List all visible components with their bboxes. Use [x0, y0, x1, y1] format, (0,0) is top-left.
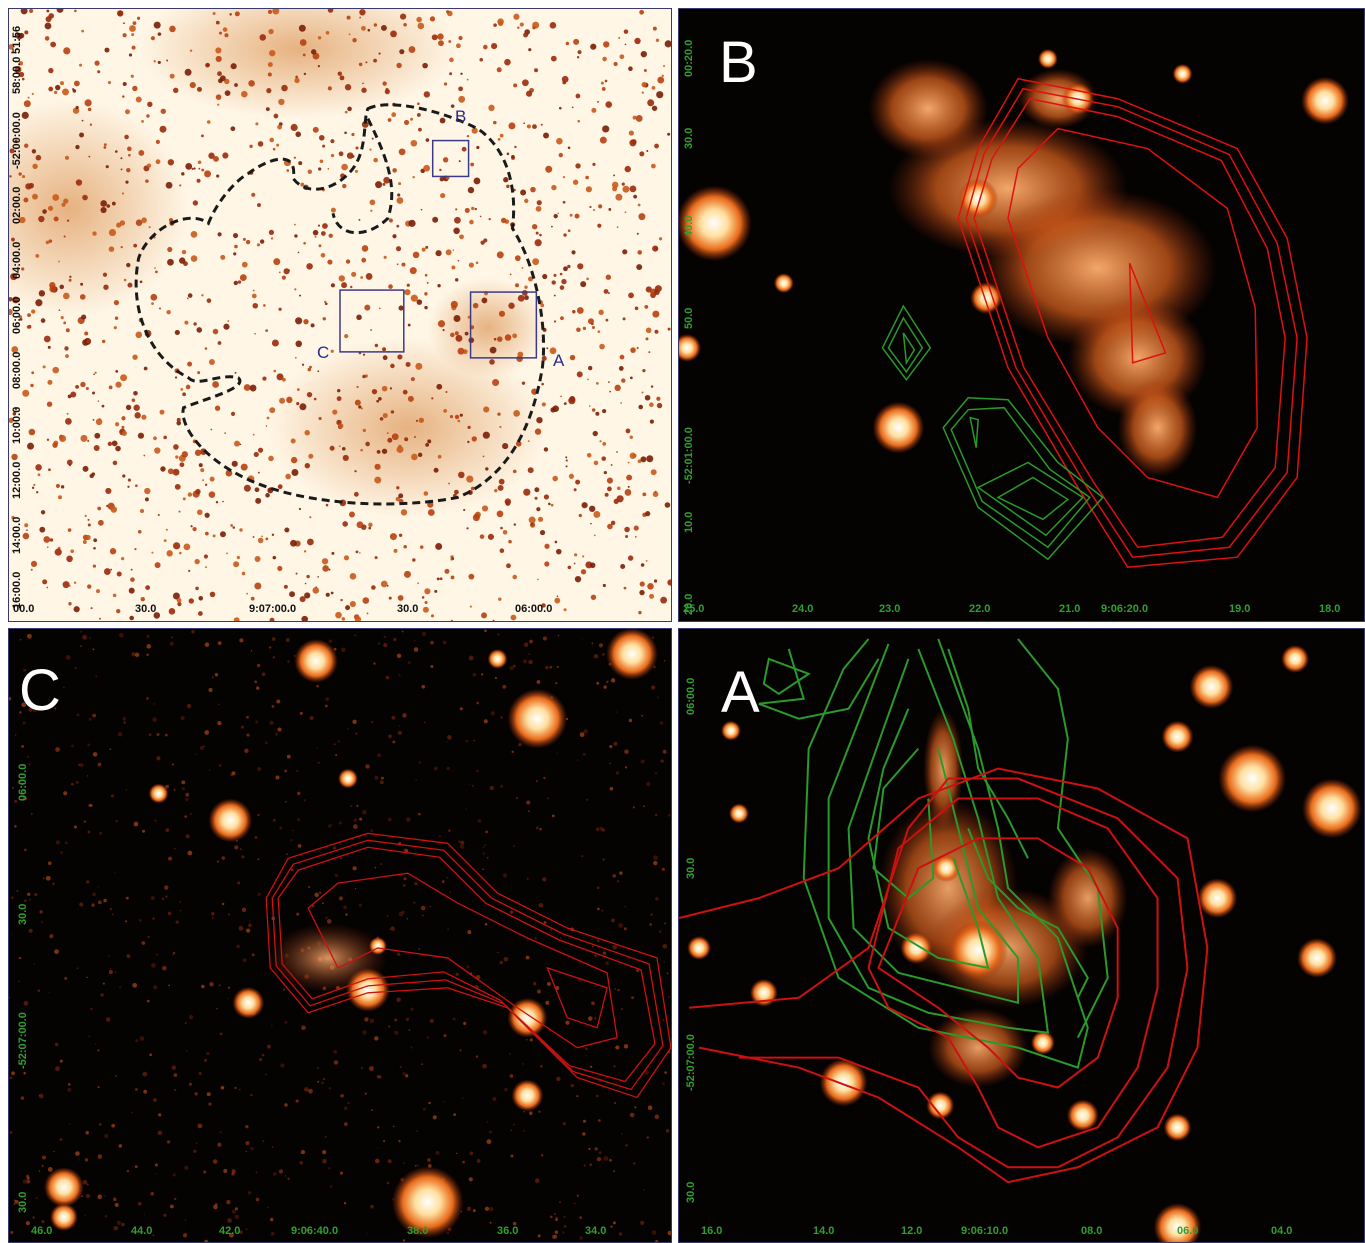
- panel-c-stars: [43, 629, 658, 1239]
- panel-b-y-tick: 20.0: [683, 593, 695, 615]
- panel-a-image: [679, 629, 1364, 1242]
- panel-b-y-tick: 40.0: [683, 215, 695, 237]
- overview-x-tick: 9:07:00.0: [249, 603, 297, 615]
- panel-b-x-tick: 21.0: [1059, 603, 1081, 615]
- panel-b-x-tick: 18.0: [1319, 603, 1341, 615]
- box-b[interactable]: [431, 139, 470, 178]
- overview-y-tick: -52:00:00.0: [11, 112, 23, 169]
- panel-b-x-tick: 25.0: [683, 603, 705, 615]
- overview-image: [9, 9, 671, 621]
- panel-c-y-tick: 06:00.0: [17, 763, 29, 801]
- panel-a-x-tick: 06.0: [1177, 1225, 1199, 1237]
- overview-x-tick: 30.0: [135, 603, 157, 615]
- panel-c-x-tick: 42.0: [219, 1225, 241, 1237]
- panel-c-x-tick: 34.0: [585, 1225, 607, 1237]
- box-b-label: B: [455, 107, 467, 126]
- panel-b-y-tick: 00:20.0: [683, 39, 695, 77]
- panel-b-label: B: [719, 30, 758, 95]
- panel-c-x-tick: 38.0: [407, 1225, 429, 1237]
- panel-c-label: C: [19, 658, 61, 723]
- overview-stars: [9, 9, 671, 621]
- panel-b: B 25.0 24.0 23.0 22.0 21.0 9:06:20.0 19.…: [678, 8, 1365, 622]
- panel-b-y-tick: 30.0: [683, 127, 695, 149]
- box-a-label: A: [553, 351, 565, 370]
- overview-y-tick: 14:00.0: [11, 516, 23, 554]
- overview-y-tick: 06:00.0: [11, 296, 23, 334]
- panel-c-y-tick: -52:07:00.0: [17, 1012, 29, 1069]
- panel-b-y-tick: -52:01:00.0: [683, 427, 695, 484]
- panel-c-image: [9, 629, 671, 1242]
- panel-b-green-contours: [881, 304, 1104, 561]
- box-a[interactable]: [469, 291, 538, 359]
- panel-a-y-tick: 30.0: [685, 857, 697, 879]
- panel-c-x-tick: 36.0: [497, 1225, 519, 1237]
- panel-c-y-tick: 30.0: [17, 1191, 29, 1213]
- overview-y-tick: 58:00.0: [11, 56, 23, 94]
- overview-y-tick: 02:00.0: [11, 186, 23, 224]
- panel-a-x-tick: 14.0: [813, 1225, 835, 1237]
- overview-x-tick: 00.0: [13, 603, 35, 615]
- panel-a-x-tick: 12.0: [901, 1225, 923, 1237]
- overview-y-tick: 10:00.0: [11, 406, 23, 444]
- panel-a-x-tick: 9:06:10.0: [961, 1225, 1009, 1237]
- overview-y-tick: 12:00.0: [11, 461, 23, 499]
- box-c-label: C: [317, 343, 330, 362]
- panel-a-y-tick: 30.0: [685, 1181, 697, 1203]
- panel-a-x-tick: 08.0: [1081, 1225, 1103, 1237]
- panel-c-x-tick: 44.0: [131, 1225, 153, 1237]
- overview-y-tick: 16:00.0: [11, 571, 23, 609]
- panel-a-label: A: [721, 660, 760, 725]
- overview-y-tick: 51:56: [11, 25, 23, 54]
- panel-b-y-tick: 10.0: [683, 511, 695, 533]
- panel-c-y-tick: 30.0: [17, 903, 29, 925]
- panel-b-stars: [679, 48, 1349, 454]
- panel-b-x-tick: 24.0: [792, 603, 814, 615]
- panel-b-image: [679, 9, 1364, 621]
- overview-x-tick: 30.0: [397, 603, 419, 615]
- panel-b-x-tick: 19.0: [1229, 603, 1251, 615]
- remnant-outline: [134, 103, 546, 506]
- panel-c-x-tick: 46.0: [31, 1225, 53, 1237]
- panel-a-red-contours: [679, 767, 1209, 1184]
- panel-a-x-tick: 16.0: [701, 1225, 723, 1237]
- panel-b-red-contours: [957, 77, 1308, 568]
- overview-x-tick: 06:00.0: [515, 603, 553, 615]
- panel-a-y-tick: -52:07:00.0: [685, 1034, 697, 1091]
- panel-a-y-tick: 06:00.0: [685, 677, 697, 715]
- panel-c-x-tick: 9:06:40.0: [291, 1225, 339, 1237]
- overview-panel: B C A 00.0 30.0 9:07:00.0 30.0 06:00.0 1…: [8, 8, 672, 622]
- panel-b-y-tick: 50.0: [683, 307, 695, 329]
- box-c[interactable]: [339, 289, 405, 353]
- panel-b-x-tick: 9:06:20.0: [1101, 603, 1149, 615]
- overview-y-tick: 04:00.0: [11, 241, 23, 279]
- panel-b-x-tick: 22.0: [969, 603, 991, 615]
- panel-b-x-tick: 23.0: [879, 603, 901, 615]
- panel-c: C 46.0 44.0 42.0 9:06:40.0 38.0 36.0 34.…: [8, 628, 672, 1243]
- overview-y-tick: 08:00.0: [11, 351, 23, 389]
- panel-c-red-contours: [265, 832, 671, 1099]
- panel-a: A 16.0 14.0 12.0 9:06:10.0 08.0 06.0 04.…: [678, 628, 1365, 1243]
- panel-a-x-tick: 04.0: [1271, 1225, 1293, 1237]
